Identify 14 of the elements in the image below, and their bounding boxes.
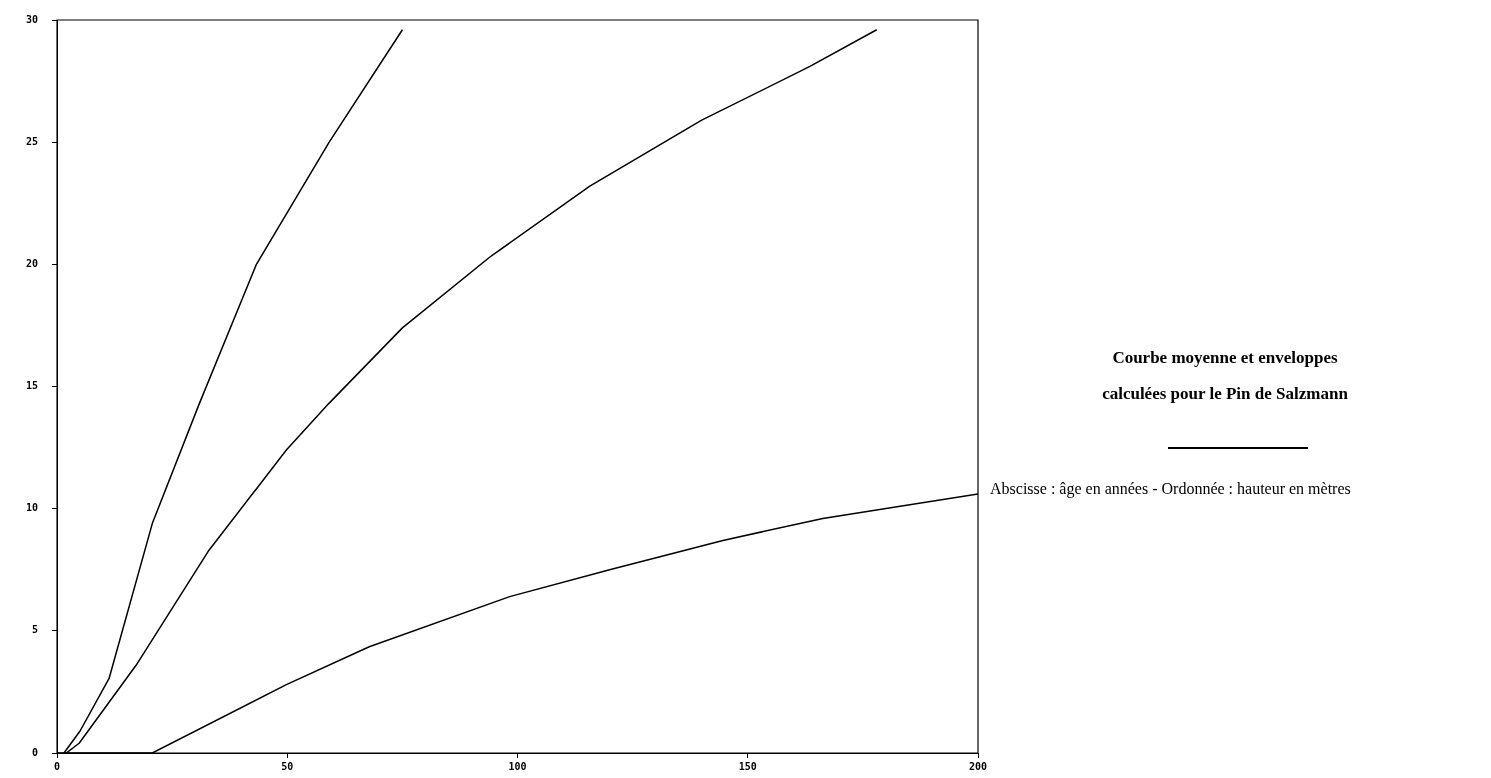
y-tick-label: 10 bbox=[25, 502, 39, 514]
y-tick-label: 0 bbox=[32, 746, 39, 758]
x-tick-label: 50 bbox=[281, 760, 294, 772]
y-tick-label: 15 bbox=[25, 380, 39, 392]
y-tick-label: 30 bbox=[25, 13, 39, 25]
text: Abscisse : âge en années - Ordonnée : hauteur en mètres bbox=[990, 480, 1351, 498]
x-tick-label: 150 bbox=[738, 760, 757, 772]
x-tick-label: 200 bbox=[968, 760, 988, 772]
y-tick-label: 5 bbox=[32, 624, 39, 636]
y-tick-label: 20 bbox=[25, 257, 39, 269]
y-tick-label: 25 bbox=[25, 135, 39, 147]
text: Courbe moyenne et enveloppes calculées pour le Pin de Salzmann bbox=[1101, 347, 1349, 405]
x-tick-label: 100 bbox=[508, 760, 527, 772]
x-tick-label: 0 bbox=[54, 760, 61, 772]
